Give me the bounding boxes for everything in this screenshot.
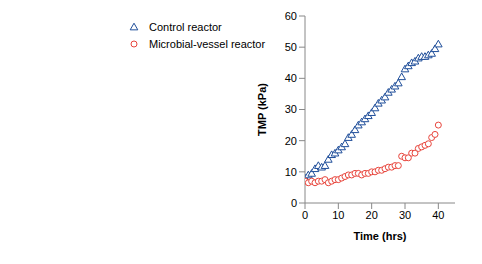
svg-text:60: 60 bbox=[285, 10, 297, 22]
html-text:Microbial-vessel reactor: Microbial-vessel reactor bbox=[149, 37, 266, 50]
svg-text:0: 0 bbox=[291, 197, 297, 209]
svg-text:20: 20 bbox=[366, 209, 378, 221]
svg-text:Time (hrs): Time (hrs) bbox=[354, 230, 407, 242]
svg-text:20: 20 bbox=[285, 135, 297, 147]
svg-text:50: 50 bbox=[285, 41, 297, 53]
html-text:Control reactor: Control reactor bbox=[149, 20, 222, 33]
svg-text:40: 40 bbox=[432, 209, 444, 221]
svg-text:0: 0 bbox=[302, 209, 308, 221]
svg-text:30: 30 bbox=[399, 209, 411, 221]
svg-text:30: 30 bbox=[285, 103, 297, 115]
svg-text:40: 40 bbox=[285, 72, 297, 84]
svg-text:10: 10 bbox=[332, 209, 344, 221]
svg-text:10: 10 bbox=[285, 166, 297, 178]
svg-text:TMP (kPa): TMP (kPa) bbox=[256, 83, 268, 136]
